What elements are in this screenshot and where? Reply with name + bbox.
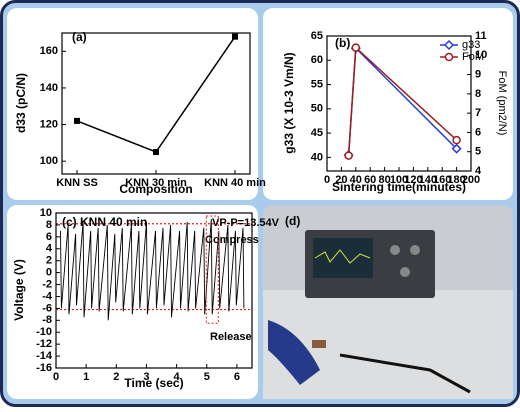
y-tick-label: -6 [42, 302, 52, 314]
y2-tick-label: 10 [475, 49, 487, 61]
y-axis-label: Voltage (V) [12, 259, 26, 321]
panel-label: (d) [285, 214, 300, 228]
plot-frame [55, 212, 253, 369]
x-tick-label: 5 [204, 371, 210, 383]
y2-tick-label: 4 [475, 165, 482, 177]
x-tick-label: 120 [404, 174, 422, 186]
x-tick-label: 40 [350, 174, 362, 186]
x-tick-label: KNN 30 min [125, 177, 187, 189]
marker [74, 117, 80, 124]
highlight-box [205, 215, 219, 324]
y-axis-label: d33 (pC/N) [14, 73, 28, 133]
x-tick-label: KNN SS [56, 177, 98, 189]
y-tick-label: 120 [40, 118, 58, 130]
y2-tick-label: 8 [475, 88, 481, 100]
y-tick-label: 2 [46, 255, 52, 267]
annotation: VP-P=13.54V [212, 217, 280, 229]
y-tick-label: 8 [46, 219, 52, 231]
y-tick-label: -4 [42, 290, 53, 302]
y-tick-label: 55 [311, 78, 323, 90]
marker [443, 39, 455, 51]
y-tick-label: 65 [311, 30, 323, 42]
x-tick-label: 200 [462, 174, 480, 186]
x-axis-label: Time (sec) [124, 376, 183, 390]
panel-title: (a) [72, 30, 87, 44]
marker [444, 52, 454, 62]
photo: (d) [263, 205, 513, 399]
panel-a [7, 8, 258, 200]
glove [268, 320, 320, 385]
x-axis-label: Composition [119, 182, 192, 196]
panel-title: (c) KNN 40 min [62, 215, 147, 229]
y-tick-label: 160 [40, 45, 58, 57]
x-tick-label: 140 [419, 174, 437, 186]
y-tick-label: 60 [311, 54, 323, 66]
y-tick-label: 100 [40, 155, 58, 167]
cable [339, 353, 471, 394]
y-tick-label: -16 [36, 362, 52, 374]
y-tick-label: 4 [46, 243, 53, 255]
y2-tick-label: 11 [475, 30, 487, 42]
marker [344, 151, 353, 160]
panel-title: (b) [335, 36, 350, 50]
y-tick-label: 0 [46, 267, 52, 279]
y-tick-label: -2 [42, 278, 52, 290]
y-tick-label: 50 [311, 103, 323, 115]
marker [452, 135, 461, 145]
x-tick-label: 0 [324, 174, 330, 186]
plot-frame [326, 35, 472, 172]
legend-label: g33 [462, 39, 480, 51]
marker [451, 143, 462, 154]
x-tick-label: KNN 40 min [204, 177, 266, 189]
x-tick-label: 4 [174, 371, 181, 383]
x-tick-label: 0 [53, 371, 59, 383]
x-tick-label: 20 [335, 174, 347, 186]
trace [314, 249, 371, 264]
x-axis-label: Sintering time(minutes) [332, 180, 466, 194]
y-tick-label: 6 [46, 231, 52, 243]
x-tick-label: 60 [364, 174, 376, 186]
x-tick-label: 160 [433, 174, 451, 186]
knob [390, 245, 400, 255]
sample [312, 340, 326, 348]
y2-tick-label: 5 [475, 146, 481, 158]
y-tick-label: 45 [311, 127, 323, 139]
y2-tick-label: 6 [475, 126, 481, 138]
legend-label: FoM [462, 51, 484, 63]
annotation: Release [210, 331, 252, 343]
x-tick-label: 3 [143, 371, 149, 383]
x-tick-label: 2 [113, 371, 119, 383]
x-tick-label: 100 [390, 174, 408, 186]
y-tick-label: -12 [36, 338, 52, 350]
knob [410, 245, 420, 255]
y2-tick-label: 9 [475, 68, 481, 80]
marker [351, 43, 361, 52]
y-tick-label: -14 [36, 350, 53, 362]
knob [400, 267, 410, 277]
annotation: Compress [205, 234, 259, 246]
y-tick-label: -10 [36, 326, 52, 338]
x-tick-label: 80 [378, 174, 390, 186]
marker [232, 33, 238, 40]
series-line [60, 218, 245, 321]
plot-frame [61, 32, 251, 175]
y-axis-label: g33 (X 10-3 Vm/N) [282, 52, 296, 153]
y2-axis-label: FoM (pm2/N) [496, 71, 508, 136]
x-tick-label: 1 [83, 371, 89, 383]
screen [313, 238, 373, 278]
y-tick-label: -8 [42, 314, 52, 326]
y-tick-label: 10 [40, 207, 52, 219]
x-tick-label: 6 [234, 371, 240, 383]
y-tick-label: 40 [311, 151, 323, 163]
x-tick-label: 180 [447, 174, 465, 186]
y-tick-label: 140 [40, 82, 58, 94]
marker [153, 149, 159, 156]
y2-tick-label: 7 [475, 107, 481, 119]
